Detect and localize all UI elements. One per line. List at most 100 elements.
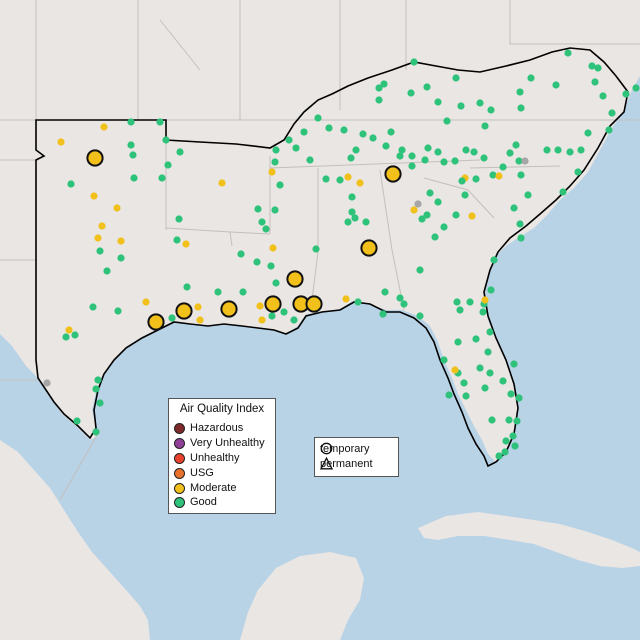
moderate-site-marker[interactable] [94, 234, 102, 242]
moderate-site-marker[interactable] [258, 316, 266, 324]
good-site-marker[interactable] [476, 364, 484, 372]
good-site-marker[interactable] [440, 223, 448, 231]
moderate-site-marker[interactable] [468, 212, 476, 220]
good-site-marker[interactable] [127, 141, 135, 149]
good-site-marker[interactable] [400, 300, 408, 308]
good-site-marker[interactable] [156, 118, 164, 126]
moderate-site-marker[interactable] [218, 179, 226, 187]
good-site-marker[interactable] [559, 188, 567, 196]
moderate-site-marker[interactable] [269, 244, 277, 252]
good-site-marker[interactable] [258, 218, 266, 226]
good-site-marker[interactable] [527, 74, 535, 82]
good-site-marker[interactable] [554, 146, 562, 154]
moderate-site-marker[interactable] [98, 222, 106, 230]
good-site-marker[interactable] [73, 417, 81, 425]
good-site-marker[interactable] [486, 328, 494, 336]
good-site-marker[interactable] [344, 218, 352, 226]
good-site-marker[interactable] [462, 146, 470, 154]
good-site-marker[interactable] [454, 338, 462, 346]
good-site-marker[interactable] [515, 394, 523, 402]
moderate-site-marker[interactable] [344, 173, 352, 181]
good-site-marker[interactable] [552, 81, 560, 89]
good-site-marker[interactable] [505, 416, 513, 424]
good-site-marker[interactable] [632, 84, 640, 92]
good-site-marker[interactable] [472, 335, 480, 343]
good-site-marker[interactable] [396, 294, 404, 302]
good-site-marker[interactable] [254, 205, 262, 213]
good-site-marker[interactable] [466, 298, 474, 306]
good-site-marker[interactable] [89, 303, 97, 311]
good-site-marker[interactable] [517, 104, 525, 112]
good-site-marker[interactable] [407, 89, 415, 97]
good-site-marker[interactable] [322, 175, 330, 183]
good-site-marker[interactable] [434, 148, 442, 156]
good-site-marker[interactable] [440, 356, 448, 364]
temporary-moderate-site-marker[interactable] [360, 239, 378, 257]
good-site-marker[interactable] [543, 146, 551, 154]
good-site-marker[interactable] [379, 310, 387, 318]
good-site-marker[interactable] [489, 171, 497, 179]
moderate-site-marker[interactable] [194, 303, 202, 311]
good-site-marker[interactable] [490, 256, 498, 264]
good-site-marker[interactable] [470, 148, 478, 156]
good-site-marker[interactable] [359, 130, 367, 138]
good-site-marker[interactable] [352, 146, 360, 154]
good-site-marker[interactable] [486, 369, 494, 377]
good-site-marker[interactable] [499, 377, 507, 385]
moderate-site-marker[interactable] [90, 192, 98, 200]
good-site-marker[interactable] [513, 417, 521, 425]
good-site-marker[interactable] [267, 262, 275, 270]
no-data-site-marker[interactable] [43, 379, 51, 387]
good-site-marker[interactable] [462, 392, 470, 400]
good-site-marker[interactable] [443, 117, 451, 125]
good-site-marker[interactable] [127, 118, 135, 126]
moderate-site-marker[interactable] [117, 237, 125, 245]
good-site-marker[interactable] [516, 220, 524, 228]
good-site-marker[interactable] [176, 148, 184, 156]
good-site-marker[interactable] [502, 437, 510, 445]
temporary-moderate-site-marker[interactable] [147, 313, 165, 331]
good-site-marker[interactable] [362, 218, 370, 226]
good-site-marker[interactable] [487, 106, 495, 114]
moderate-site-marker[interactable] [113, 204, 121, 212]
good-site-marker[interactable] [280, 308, 288, 316]
good-site-marker[interactable] [348, 193, 356, 201]
good-site-marker[interactable] [164, 161, 172, 169]
good-site-marker[interactable] [306, 156, 314, 164]
good-site-marker[interactable] [480, 154, 488, 162]
moderate-site-marker[interactable] [495, 172, 503, 180]
good-site-marker[interactable] [517, 171, 525, 179]
good-site-marker[interactable] [117, 254, 125, 262]
good-site-marker[interactable] [67, 180, 75, 188]
good-site-marker[interactable] [577, 146, 585, 154]
good-site-marker[interactable] [487, 286, 495, 294]
good-site-marker[interactable] [351, 214, 359, 222]
good-site-marker[interactable] [516, 88, 524, 96]
good-site-marker[interactable] [183, 283, 191, 291]
good-site-marker[interactable] [410, 58, 418, 66]
good-site-marker[interactable] [292, 144, 300, 152]
good-site-marker[interactable] [481, 122, 489, 130]
good-site-marker[interactable] [325, 124, 333, 132]
good-site-marker[interactable] [271, 206, 279, 214]
good-site-marker[interactable] [594, 64, 602, 72]
good-site-marker[interactable] [92, 428, 100, 436]
good-site-marker[interactable] [423, 83, 431, 91]
temporary-moderate-site-marker[interactable] [384, 165, 402, 183]
good-site-marker[interactable] [271, 158, 279, 166]
good-site-marker[interactable] [599, 92, 607, 100]
good-site-marker[interactable] [434, 98, 442, 106]
good-site-marker[interactable] [71, 331, 79, 339]
good-site-marker[interactable] [424, 144, 432, 152]
good-site-marker[interactable] [158, 174, 166, 182]
good-site-marker[interactable] [408, 152, 416, 160]
good-site-marker[interactable] [396, 152, 404, 160]
good-site-marker[interactable] [512, 141, 520, 149]
good-site-marker[interactable] [96, 399, 104, 407]
good-site-marker[interactable] [472, 175, 480, 183]
good-site-marker[interactable] [457, 102, 465, 110]
good-site-marker[interactable] [566, 148, 574, 156]
good-site-marker[interactable] [564, 49, 572, 57]
good-site-marker[interactable] [340, 126, 348, 134]
